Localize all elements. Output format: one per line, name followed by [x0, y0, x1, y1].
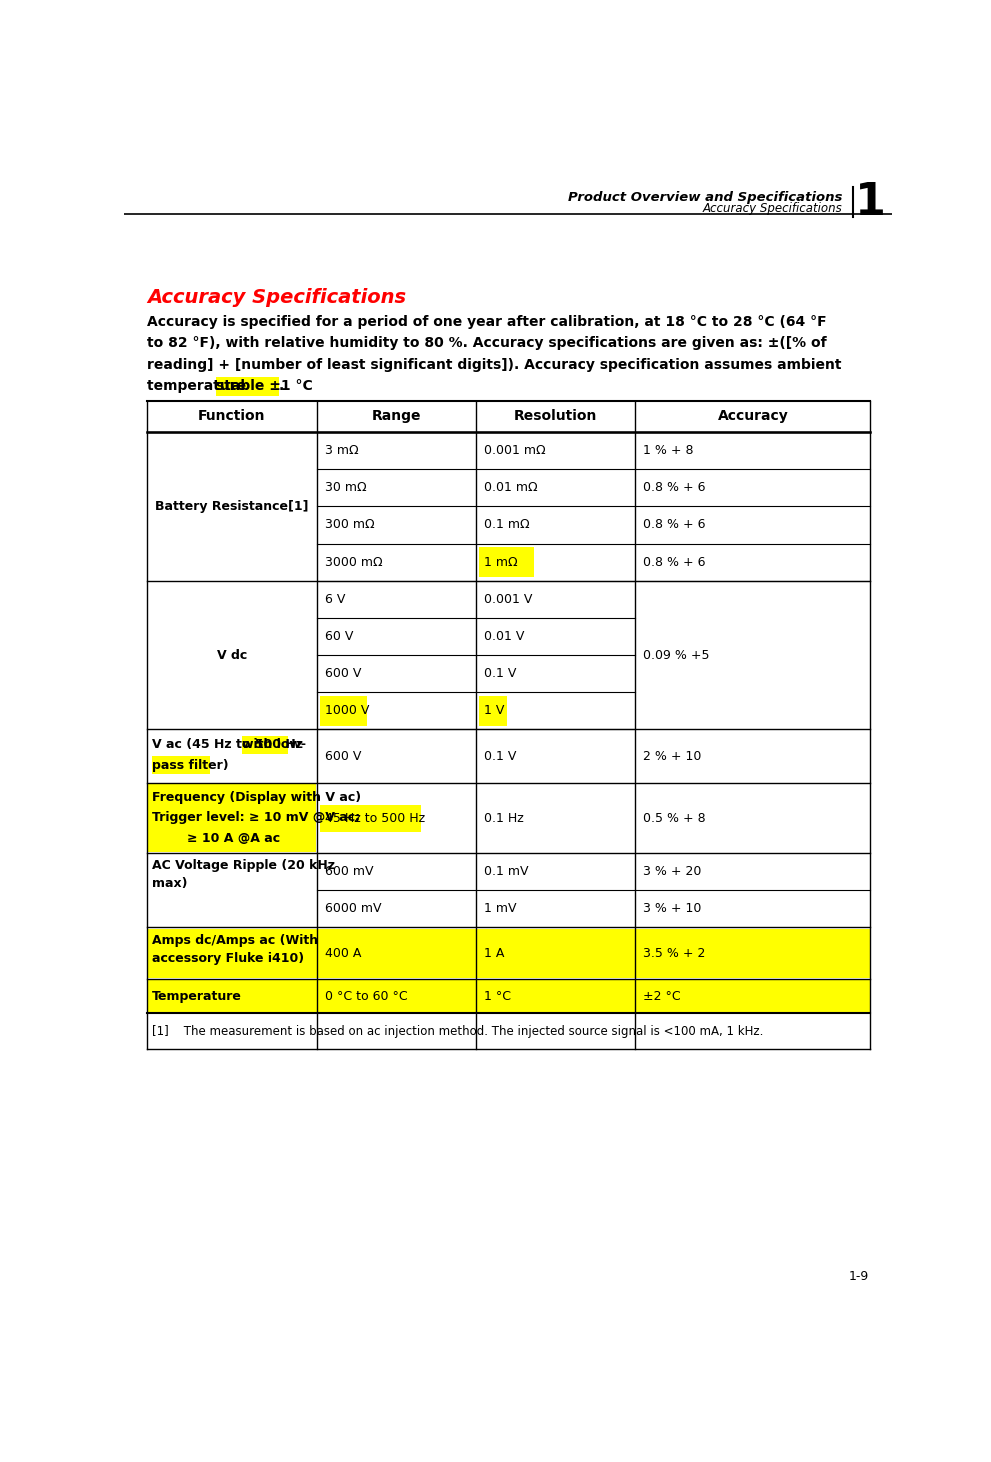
Text: pass filter): pass filter) [152, 759, 228, 772]
Text: accessory Fluke i410): accessory Fluke i410) [152, 952, 303, 965]
Text: 400 A: 400 A [325, 947, 361, 961]
Text: 3 % + 20: 3 % + 20 [643, 866, 702, 879]
Text: with low-: with low- [242, 738, 306, 751]
Text: Trigger level: ≥ 10 mV @V ac;: Trigger level: ≥ 10 mV @V ac; [152, 811, 360, 825]
Text: 45 Hz to 500 Hz: 45 Hz to 500 Hz [325, 811, 425, 825]
Text: 600 mV: 600 mV [325, 866, 374, 879]
Text: 0.1 Hz: 0.1 Hz [484, 811, 523, 825]
Bar [480, 696, 506, 727]
Bar [320, 696, 367, 727]
Text: 6000 mV: 6000 mV [325, 902, 382, 915]
Bar [148, 981, 870, 1012]
Text: AC Voltage Ripple (20 kHz: AC Voltage Ripple (20 kHz [152, 858, 335, 871]
Text: Accuracy is specified for a period of one year after calibration, at 18 °C to 28: Accuracy is specified for a period of on… [147, 314, 826, 329]
Text: stable ±1 °C: stable ±1 °C [216, 379, 313, 393]
Text: 1 mV: 1 mV [484, 902, 516, 915]
Text: 2 % + 10: 2 % + 10 [643, 750, 702, 763]
Text: 0.1 mV: 0.1 mV [484, 866, 528, 879]
Text: Resolution: Resolution [514, 409, 598, 424]
Text: Range: Range [372, 409, 421, 424]
Text: 1 A: 1 A [484, 947, 504, 961]
Text: Accuracy Specifications: Accuracy Specifications [703, 202, 842, 215]
Text: max): max) [152, 877, 187, 890]
Text: 0.1 V: 0.1 V [484, 750, 516, 763]
Text: 0.001 mΩ: 0.001 mΩ [484, 444, 545, 458]
Bar [152, 756, 210, 775]
Text: Battery Resistance[1]: Battery Resistance[1] [156, 500, 308, 513]
Text: 0.1 mΩ: 0.1 mΩ [484, 519, 529, 532]
Text: 0.01 V: 0.01 V [484, 630, 524, 643]
Text: 1-9: 1-9 [848, 1270, 869, 1284]
Text: 6 V: 6 V [325, 592, 345, 605]
Text: 1 % + 8: 1 % + 8 [643, 444, 694, 458]
Text: 60 V: 60 V [325, 630, 353, 643]
Text: Frequency (Display with V ac): Frequency (Display with V ac) [152, 791, 361, 804]
Text: Function: Function [198, 409, 266, 424]
Bar [480, 547, 534, 577]
Text: 3.5 % + 2: 3.5 % + 2 [643, 947, 706, 961]
Bar [216, 377, 279, 396]
Text: 300 mΩ: 300 mΩ [325, 519, 375, 532]
Text: ±2 °C: ±2 °C [643, 990, 681, 1003]
Text: 3000 mΩ: 3000 mΩ [325, 556, 383, 569]
Bar [242, 735, 288, 754]
Text: 0 °C to 60 °C: 0 °C to 60 °C [325, 990, 407, 1003]
Text: 600 V: 600 V [325, 750, 361, 763]
Text: 30 mΩ: 30 mΩ [325, 481, 367, 494]
Bar [148, 928, 870, 978]
Text: .: . [279, 379, 284, 393]
Bar [148, 785, 316, 852]
Text: Amps dc/Amps ac (With: Amps dc/Amps ac (With [152, 934, 318, 947]
Text: 0.001 V: 0.001 V [484, 592, 532, 605]
Text: 0.01 mΩ: 0.01 mΩ [484, 481, 537, 494]
Text: 0.8 % + 6: 0.8 % + 6 [643, 556, 706, 569]
Text: Product Overview and Specifications: Product Overview and Specifications [568, 192, 842, 205]
Text: [1]    The measurement is based on ac injection method. The injected source sign: [1] The measurement is based on ac injec… [152, 1025, 763, 1038]
Text: to 82 °F), with relative humidity to 80 %. Accuracy specifications are given as:: to 82 °F), with relative humidity to 80 … [147, 336, 826, 351]
Text: 1 °C: 1 °C [484, 990, 510, 1003]
Text: Accuracy Specifications: Accuracy Specifications [147, 288, 406, 307]
Text: reading] + [number of least significant digits]). Accuracy specification assumes: reading] + [number of least significant … [147, 358, 841, 371]
Text: 600 V: 600 V [325, 667, 361, 680]
Text: 0.8 % + 6: 0.8 % + 6 [643, 519, 706, 532]
Bar [320, 804, 420, 832]
Text: 3 % + 10: 3 % + 10 [643, 902, 702, 915]
Text: 1 V: 1 V [484, 705, 504, 718]
Text: 0.8 % + 6: 0.8 % + 6 [643, 481, 706, 494]
Text: Temperature: Temperature [152, 990, 242, 1003]
Text: 1: 1 [855, 181, 886, 224]
Text: V dc: V dc [217, 649, 247, 661]
Text: 1 mΩ: 1 mΩ [484, 556, 517, 569]
Text: ≥ 10 A @A ac: ≥ 10 A @A ac [152, 832, 279, 845]
Text: 3 mΩ: 3 mΩ [325, 444, 358, 458]
Text: 0.09 % +5: 0.09 % +5 [643, 649, 710, 661]
Text: Accuracy: Accuracy [717, 409, 788, 424]
Text: 0.5 % + 8: 0.5 % + 8 [643, 811, 706, 825]
Text: V ac (45 Hz to 500 Hz: V ac (45 Hz to 500 Hz [152, 738, 307, 751]
Text: 0.1 V: 0.1 V [484, 667, 516, 680]
Text: temperature: temperature [147, 379, 251, 393]
Text: 1000 V: 1000 V [325, 705, 369, 718]
